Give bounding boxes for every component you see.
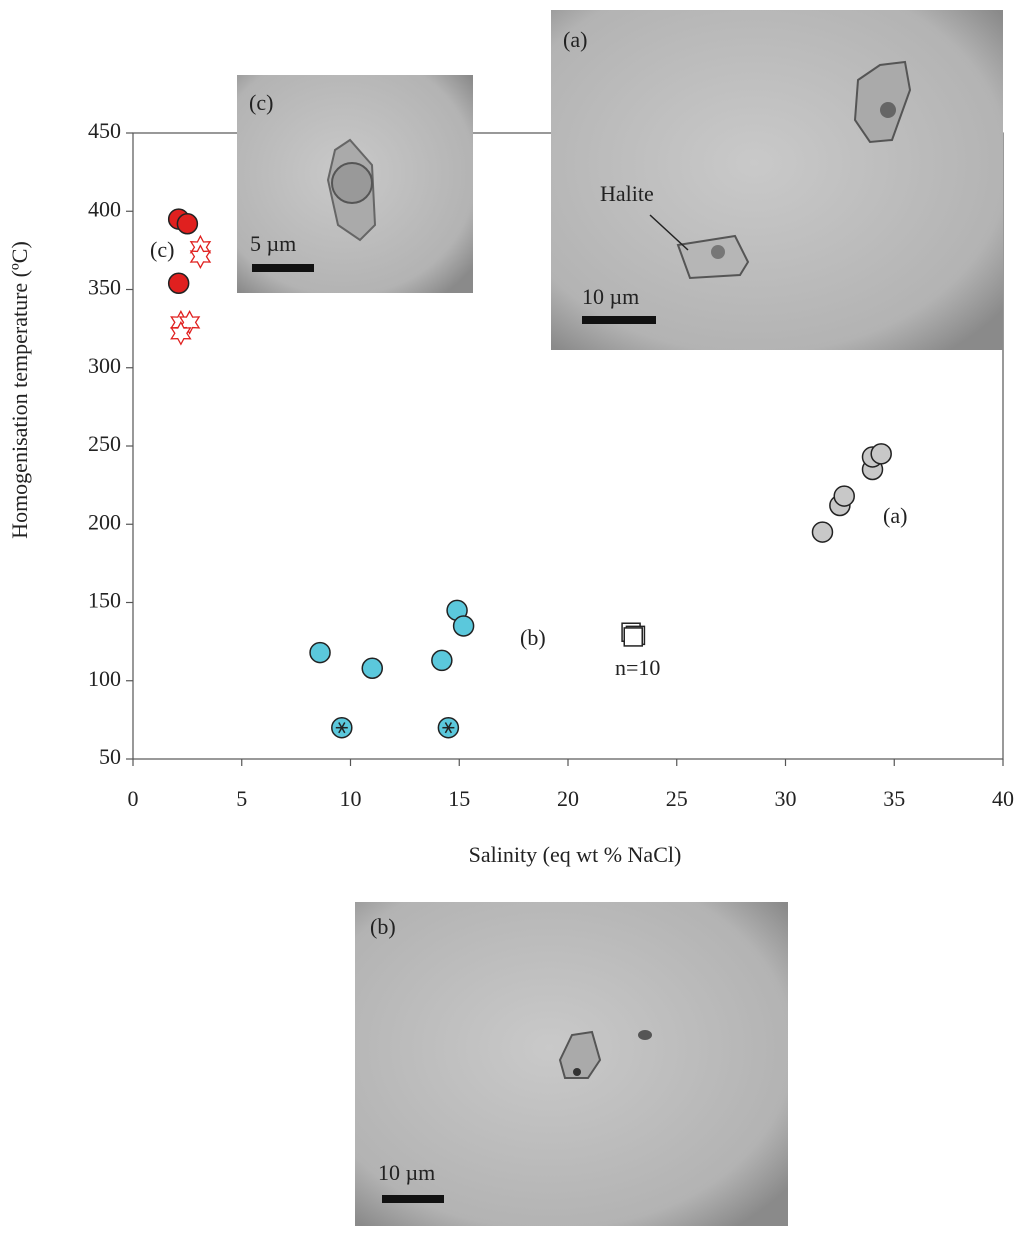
photo-inset-c: (c) 5 µm xyxy=(237,75,473,293)
inset-label: (c) xyxy=(249,90,273,115)
y-tick-label: 150 xyxy=(88,588,121,613)
star-point xyxy=(178,310,201,335)
x-tick-label: 5 xyxy=(236,786,247,811)
x-tick-label: 30 xyxy=(775,786,797,811)
x-tick-label: 40 xyxy=(992,786,1014,811)
inset-label: (b) xyxy=(370,914,396,939)
point xyxy=(833,485,855,507)
point xyxy=(811,521,834,543)
inset-label: (a) xyxy=(563,27,587,52)
x-tick-label: 10 xyxy=(340,786,362,811)
point xyxy=(452,615,475,637)
scale-label: 5 µm xyxy=(250,231,296,256)
photo-inset-b: (b) 10 µm xyxy=(355,902,788,1226)
y-tick-label: 300 xyxy=(88,353,121,378)
scale-bar xyxy=(252,264,314,272)
bubble xyxy=(711,245,725,259)
point-asterisk xyxy=(338,722,346,734)
annotation: (a) xyxy=(883,503,907,528)
x-tick-label: 15 xyxy=(448,786,470,811)
asterisk-point xyxy=(331,716,353,739)
star-point xyxy=(170,320,192,346)
inclusion xyxy=(676,234,750,280)
plot-area: 0 5 10 15 20 25 30 35 40 50 100 150 200 250 300 350 400 4… xyxy=(88,118,1014,811)
y-axis-label: Homogenisation temperature (ºC) xyxy=(7,241,32,539)
x-tick-label: 20 xyxy=(557,786,579,811)
scale-bar xyxy=(582,316,656,324)
point xyxy=(309,641,331,664)
scale-label: 10 µm xyxy=(378,1160,435,1185)
x-tick-label: 25 xyxy=(666,786,688,811)
point xyxy=(431,649,453,672)
y-tick-label: 450 xyxy=(88,118,121,143)
annotation: n=10 xyxy=(615,655,660,680)
y-tick-label: 250 xyxy=(88,431,121,456)
square-point xyxy=(623,627,643,647)
asterisk-point xyxy=(437,716,460,739)
scale-label: 10 µm xyxy=(582,284,639,309)
annotation: (b) xyxy=(520,625,546,650)
photo-inset-a: (a) Halite 10 µm xyxy=(551,10,1003,350)
y-tick-label: 200 xyxy=(88,509,121,534)
x-tick-label: 0 xyxy=(128,786,139,811)
inclusion xyxy=(558,1030,602,1079)
annotation: (c) xyxy=(150,237,174,262)
y-tick-label: 400 xyxy=(88,196,121,221)
x-tick-label: 35 xyxy=(883,786,905,811)
bubble xyxy=(573,1068,581,1076)
y-tick-label: 100 xyxy=(88,666,121,691)
point xyxy=(167,272,190,294)
photo xyxy=(551,10,1003,350)
point xyxy=(870,443,892,465)
bubble xyxy=(880,102,896,118)
bubble xyxy=(331,162,373,204)
y-tick-label: 50 xyxy=(99,744,121,769)
inclusion xyxy=(638,1030,652,1040)
point-asterisk xyxy=(444,722,453,734)
inclusion xyxy=(853,60,912,144)
pointer xyxy=(649,214,689,251)
feature-label: Halite xyxy=(600,181,654,206)
y-tick-label: 350 xyxy=(88,275,121,300)
x-axis-label: Salinity (eq wt % NaCl) xyxy=(469,842,682,867)
point xyxy=(361,657,383,679)
scale-bar xyxy=(382,1195,444,1203)
star-point xyxy=(189,244,212,269)
point xyxy=(176,213,199,235)
